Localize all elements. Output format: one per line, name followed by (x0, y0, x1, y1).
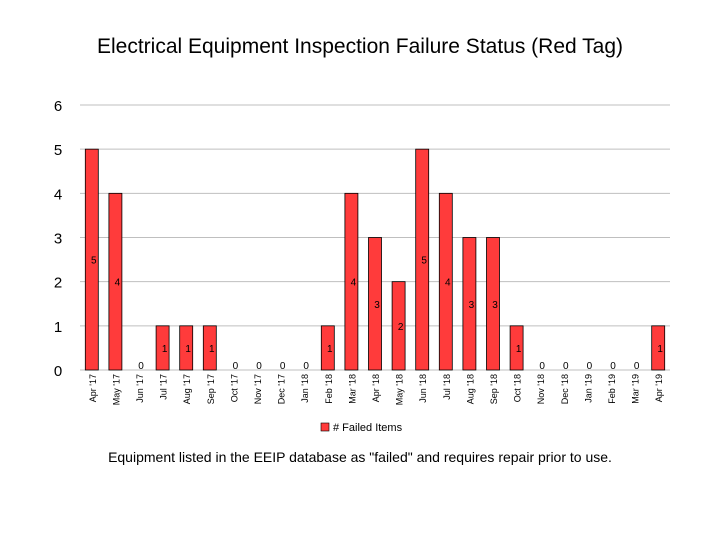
x-tick-label: May '17 (111, 374, 121, 405)
data-label: 3 (492, 300, 498, 311)
bar (155, 325, 170, 371)
data-label: 5 (91, 256, 97, 267)
y-tick-label: 5 (54, 142, 62, 159)
data-label: 0 (539, 361, 545, 372)
data-label: 0 (587, 361, 593, 372)
data-label: 1 (162, 344, 168, 355)
data-label: 3 (469, 300, 475, 311)
bar (84, 148, 99, 371)
x-tick-label: Jun '18 (418, 374, 428, 403)
y-tick-label: 1 (54, 319, 62, 336)
bar (509, 325, 524, 371)
x-tick-label: Jul '18 (442, 374, 452, 400)
data-label: 1 (185, 344, 191, 355)
bar (179, 325, 194, 371)
x-tick-label: Nov '17 (253, 374, 263, 404)
bar (462, 237, 477, 371)
x-tick-label: Jul '17 (159, 374, 169, 400)
x-tick-label: Dec '18 (560, 374, 570, 404)
chart-title: Electrical Equipment Inspection Failure … (96, 35, 624, 58)
x-tick-label: Aug '17 (182, 374, 192, 404)
data-label: 4 (351, 278, 357, 289)
bar (368, 237, 382, 371)
data-label: 0 (634, 361, 640, 372)
data-label: 2 (398, 322, 404, 333)
bar (344, 192, 359, 371)
x-tick-label: Sep '17 (206, 374, 216, 404)
bar (320, 325, 335, 371)
data-label: 1 (516, 344, 522, 355)
x-tick-label: Oct '18 (513, 374, 523, 402)
data-label: 4 (445, 278, 451, 289)
bar (391, 281, 406, 371)
bar (651, 325, 666, 371)
x-tick-label: Apr '18 (371, 374, 381, 402)
x-tick-label: Mar '19 (631, 374, 641, 404)
data-label: 0 (303, 361, 309, 372)
data-label: 5 (421, 256, 427, 267)
x-tick-label: Jun '17 (135, 374, 145, 403)
footnote: Equipment listed in the EEIP database as… (108, 449, 612, 465)
y-tick-label: 3 (54, 231, 62, 248)
data-label: 0 (138, 361, 144, 372)
y-tick-label: 2 (54, 275, 62, 292)
x-tick-label: Aug '18 (465, 374, 475, 404)
x-tick-label: May '18 (395, 374, 405, 405)
x-tick-label: Apr '19 (654, 374, 664, 402)
x-tick-label: Oct '17 (229, 374, 239, 402)
bar (108, 192, 123, 371)
data-label: 1 (327, 344, 333, 355)
x-tick-label: Dec '17 (277, 374, 287, 404)
bar (415, 148, 430, 371)
y-tick-label: 6 (54, 98, 62, 115)
data-label: 1 (209, 344, 215, 355)
x-tick-label: Apr '17 (88, 374, 98, 402)
x-tick-label: Feb '19 (607, 374, 617, 404)
data-label: 1 (657, 344, 663, 355)
y-tick-label: 0 (54, 363, 62, 380)
bar (438, 192, 453, 371)
legend-label: # Failed Items (333, 422, 403, 434)
x-tick-label: Jan '19 (583, 374, 593, 403)
x-tick-label: Nov '18 (536, 374, 546, 404)
data-label: 4 (115, 278, 121, 289)
data-label: 3 (374, 300, 380, 311)
x-tick-label: Feb '18 (324, 374, 334, 404)
x-tick-label: Mar '18 (347, 374, 357, 404)
x-tick-label: Sep '18 (489, 374, 499, 404)
legend-swatch (320, 422, 330, 432)
x-tick-label: Jan '18 (300, 374, 310, 403)
bar (202, 325, 217, 371)
y-tick-label: 4 (54, 186, 62, 203)
data-label: 0 (256, 361, 262, 372)
bar (486, 237, 500, 371)
data-label: 0 (233, 361, 239, 372)
data-label: 0 (563, 361, 569, 372)
data-label: 0 (610, 361, 616, 372)
data-label: 0 (280, 361, 286, 372)
